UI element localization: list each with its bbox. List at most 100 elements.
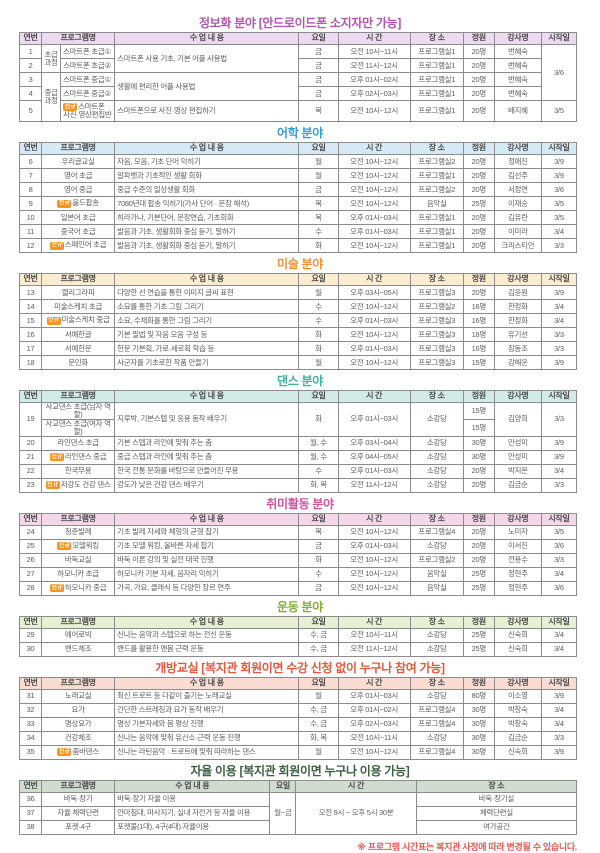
- cell: 중급 과정: [41, 72, 62, 122]
- table-row: 33 명상요가 명상 기본자세와 몸 명상 진행 수, 금 오후 02시~03시 프로그램…: [18, 716, 578, 732]
- cell: 프로그램실1: [409, 168, 464, 183]
- column-header: 연번: [18, 273, 43, 286]
- table-row: 19 사교댄스 초급(남자 역할) 지루박, 기본스텝 및 응용 동작 배우기 화 오후…: [18, 402, 578, 437]
- column-header: 요일: [298, 390, 339, 403]
- cell: 체력단련실: [415, 805, 578, 821]
- cell: 소강당: [409, 449, 464, 465]
- column-header: 시작일: [540, 615, 578, 629]
- cell: 영어 중급: [41, 182, 116, 197]
- cell: 박창숙: [493, 702, 542, 718]
- cell: 다양한 선 연습을 통한 이미지 글씨 표현: [114, 285, 300, 300]
- cell: 프로그램실1: [409, 100, 464, 122]
- cell: 오전 10시~11시: [337, 730, 411, 746]
- cell: 30명: [462, 730, 495, 746]
- cell: 13: [18, 285, 43, 300]
- cell: 신규 모델워킹: [41, 538, 116, 554]
- cell: 월, 수: [298, 449, 339, 465]
- cell: 신규 줌바댄스: [41, 744, 116, 760]
- column-header: 정원: [462, 390, 495, 403]
- cell: 소강당: [409, 477, 464, 493]
- table-row: 3 중급 과정 스마트폰 중급① 생활에 편리한 어플 사용법 금 오후 01시~02시 프…: [18, 72, 577, 122]
- cell: 장동조: [493, 341, 542, 356]
- cell: 밴드를 활용한 맨몸 근력 운동: [114, 641, 300, 657]
- cell: 중급 스텝과 라인에 맞춰 추는 춤: [114, 449, 300, 465]
- cell: 스마트폰 사용 기초, 기본 어플 사용법: [114, 44, 300, 73]
- cell: 오후 01시~02시: [337, 72, 411, 87]
- cell: 38: [18, 819, 43, 835]
- cell: 프로그램실4: [409, 702, 464, 718]
- cell: 3/4: [540, 566, 578, 582]
- column-header: 장 소: [409, 390, 464, 403]
- new-badge: 신규: [49, 453, 64, 462]
- column-header: 프로그램명: [41, 142, 116, 155]
- cell: 프로그램실3: [409, 355, 464, 370]
- cell: 오전 10시~12시: [337, 327, 411, 342]
- cell: 20명: [462, 238, 495, 253]
- new-badge: 신규: [57, 199, 72, 208]
- cell: 3/3: [540, 730, 578, 746]
- cell: 프로그램실1: [409, 44, 464, 59]
- column-header: 시 간: [337, 142, 411, 155]
- cell: 안성미: [493, 449, 542, 465]
- cell: 목: [298, 524, 339, 540]
- cell: 오후 02시~03시: [337, 716, 411, 732]
- cell: 문인화: [41, 355, 116, 370]
- cell: 하모니카 기본 자세, 음자리 익히기: [114, 566, 300, 582]
- section-title-language: 어학 분야: [277, 126, 323, 140]
- cell: 15명: [462, 402, 495, 420]
- cell: 김양희: [493, 402, 542, 437]
- cell: 프로그램실1: [409, 86, 464, 101]
- cell: 박창숙: [493, 716, 542, 732]
- cell: 33: [18, 716, 43, 732]
- cell: 금: [298, 580, 339, 596]
- cell: 요가: [41, 702, 116, 718]
- cell: 기본 필법 및 자음 모음 구성 등: [114, 327, 300, 342]
- table-row: 1 초급 과정 스마트폰 초급① 스마트폰 사용 기초, 기본 어플 사용법 금 오전 1…: [18, 44, 578, 101]
- cell: 30명: [462, 449, 495, 465]
- cell: 프로그램실3: [409, 327, 464, 342]
- cell: 24: [18, 524, 43, 540]
- cell: 발음과 기초, 생활회화 중심 듣기, 말하기: [114, 224, 300, 239]
- column-header: 강사명: [493, 615, 542, 629]
- section-open-class: 개방교실 [복지관 회원이면 수강 신청 없이 누구나 참여 가능] 연번 프로그램…: [18, 661, 581, 760]
- cell: 오후 01시~03시: [337, 210, 411, 225]
- column-header: 시작일: [540, 390, 578, 403]
- table-row: 16 서예한글 기본 필법 및 자음 모음 구성 등 화 오전 10시~12시 프로그램실…: [18, 327, 578, 342]
- cell: 3/3: [540, 327, 578, 342]
- cell: 3/4: [540, 313, 578, 328]
- cell: 20명: [462, 285, 495, 300]
- cell: 수: [298, 313, 339, 328]
- column-header: 프로그램명: [41, 615, 116, 629]
- column-header: 요일: [298, 32, 339, 45]
- column-header: 장 소: [409, 142, 464, 155]
- column-header: 시작일: [540, 512, 578, 526]
- cell: 포켓·4구: [41, 819, 116, 835]
- cell: 화: [298, 238, 339, 253]
- cell: 3/4: [540, 716, 578, 732]
- cell: 금: [298, 58, 339, 73]
- cell: 안성미: [493, 435, 542, 451]
- cell: 11: [18, 224, 43, 239]
- cell: 프로그램실2: [409, 154, 464, 169]
- cell: 3/3: [540, 477, 578, 493]
- cell: 한정화: [493, 299, 542, 314]
- cell: 신규 라인댄스 중급: [41, 449, 116, 465]
- cell: 바둑·장기: [41, 791, 116, 807]
- cell: 화, 목: [298, 477, 339, 493]
- section-title-art: 미술 분야: [277, 257, 323, 271]
- cell: 소묘, 수채화를 통한 그림 그리기: [114, 313, 300, 328]
- column-header: 프로그램명: [41, 273, 116, 286]
- column-header: 프로그램명: [41, 32, 116, 45]
- cell: 라인댄스 초급: [41, 435, 116, 451]
- cell: 가곡, 가요, 클래식 등 다양한 장르 연주: [114, 580, 300, 596]
- cell: 오전 10시~12시: [337, 299, 411, 314]
- table-row: 6 우리글교실 자음, 모음, 기초 단어 익히기 월 오전 10시~12시 프로그램실2…: [18, 154, 578, 169]
- cell: 금: [298, 44, 339, 59]
- cell: 3/5: [540, 210, 578, 225]
